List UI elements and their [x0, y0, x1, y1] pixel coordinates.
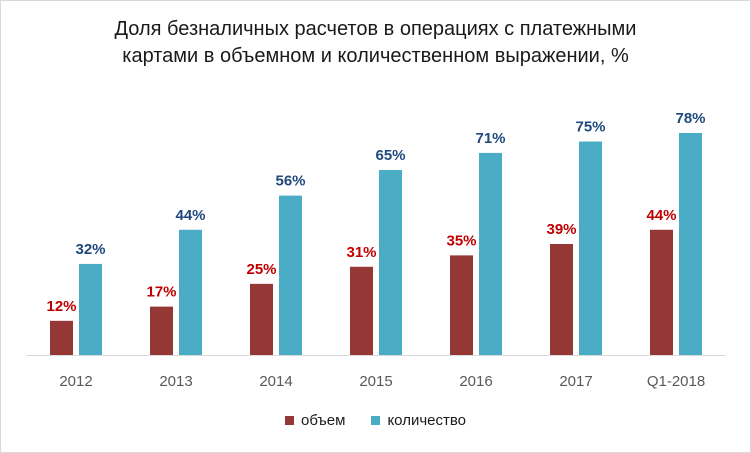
bars-group	[50, 133, 702, 355]
data-label-volume-2015: 31%	[346, 244, 376, 261]
data-label-volume-Q1-2018: 44%	[646, 207, 676, 224]
bar-volume-2014	[250, 283, 273, 355]
x-tick-label-Q1-2018: Q1-2018	[647, 373, 705, 390]
x-tick-labels-group: 2012 2013 2014 2015 2016 2017 Q1-2018	[59, 373, 705, 390]
chart-title: Доля безналичных расчетов в операциях с …	[0, 16, 751, 70]
data-label-volume-2017: 39%	[546, 221, 576, 238]
data-label-count-2014: 56%	[275, 173, 305, 190]
bar-count-2016	[479, 152, 502, 355]
bar-count-2015	[379, 170, 402, 355]
bar-volume-2017	[550, 244, 573, 355]
bar-volume-2013	[150, 306, 173, 355]
data-label-volume-2014: 25%	[246, 261, 276, 278]
data-label-count-Q1-2018: 78%	[675, 110, 705, 127]
data-label-count-2016: 71%	[475, 130, 505, 147]
x-tick-label-2013: 2013	[159, 373, 192, 390]
bar-count-2012	[79, 263, 102, 355]
bar-count-2014	[279, 195, 302, 355]
bar-volume-2015	[350, 266, 373, 355]
chart-title-line-2: картами в объемном и количественном выра…	[122, 45, 629, 67]
x-tick-label-2012: 2012	[59, 373, 92, 390]
legend-item-count: количество	[371, 412, 466, 429]
legend-label-volume: объем	[300, 412, 346, 429]
data-label-volume-2012: 12%	[46, 298, 76, 315]
bar-count-Q1-2018	[679, 133, 702, 355]
chart-title-line-1: Доля безналичных расчетов в операциях с …	[114, 18, 637, 40]
data-label-volume-2016: 35%	[446, 232, 476, 249]
bar-count-2013	[179, 229, 202, 355]
data-label-count-2013: 44%	[175, 207, 205, 224]
bar-volume-2016	[450, 255, 473, 355]
x-tick-label-2017: 2017	[559, 373, 592, 390]
legend-item-volume: объем	[284, 412, 346, 429]
x-tick-label-2015: 2015	[359, 373, 392, 390]
x-tick-label-2016: 2016	[459, 373, 492, 390]
legend-swatch-volume	[284, 416, 294, 425]
x-tick-label-2014: 2014	[259, 373, 292, 390]
bar-volume-Q1-2018	[650, 229, 673, 355]
data-label-count-2017: 75%	[575, 119, 605, 136]
legend: объем количество	[0, 412, 751, 429]
value-labels-group: 12% 32% 17% 44% 25% 56% 31% 65% 35% 71% 39% 75% 44% 7…	[46, 110, 705, 315]
legend-swatch-count	[371, 416, 381, 425]
data-label-count-2015: 65%	[375, 147, 405, 164]
bar-count-2017	[579, 141, 602, 355]
data-label-count-2012: 32%	[75, 241, 105, 258]
legend-label-count: количество	[387, 412, 466, 429]
data-label-volume-2013: 17%	[146, 284, 176, 301]
bar-volume-2012	[50, 320, 73, 355]
